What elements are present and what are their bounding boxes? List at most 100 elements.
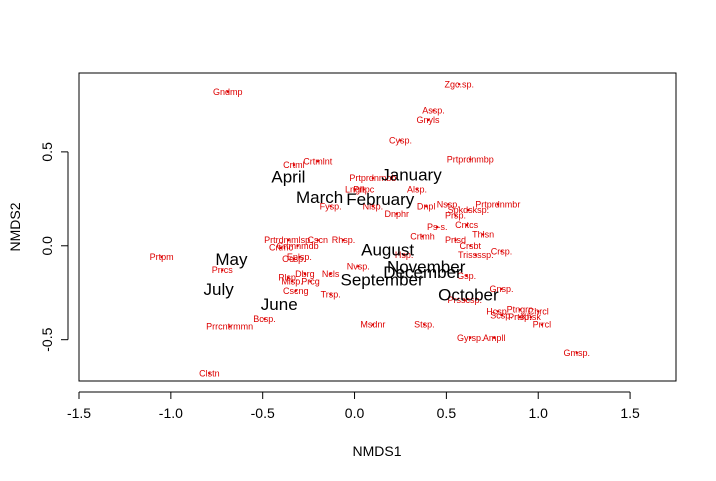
- species-label: Gndmp: [213, 87, 243, 97]
- species-label: Prrcl: [533, 320, 552, 330]
- species-point: Prsp.: [445, 211, 466, 221]
- species-point: Khsk: [521, 312, 542, 322]
- species-marker: [432, 109, 435, 112]
- species-label: Dbrg: [295, 269, 315, 279]
- species-marker: [436, 225, 439, 229]
- species-point: Mlsp.: [281, 276, 303, 286]
- species-point: Dbrg: [295, 269, 315, 279]
- species-label: Ocsp.: [282, 254, 306, 264]
- species-point: Stsp.: [414, 320, 435, 330]
- species-point: Prtprdnmbb: [349, 173, 396, 183]
- species-point: Chrcl: [528, 307, 549, 317]
- species-label: Spkdsksp.: [448, 205, 490, 215]
- species-marker: [226, 90, 229, 93]
- species-label: Crtmnmdb: [277, 241, 319, 251]
- species-marker: [279, 246, 283, 249]
- y-tick-label: 0.0: [39, 236, 55, 256]
- species-point: Prtprdnmbr: [475, 199, 520, 209]
- species-point: Ps-s.: [427, 222, 448, 232]
- species-point: Prtsp.: [508, 312, 532, 322]
- species-label: Mlsp.: [281, 276, 303, 286]
- species-marker: [402, 253, 406, 257]
- species-label: Prtpc: [353, 184, 375, 194]
- species-label: Plsp.: [278, 273, 298, 283]
- species-label: Cscng: [283, 286, 309, 296]
- month-label: January: [381, 165, 442, 184]
- species-point: Spkdsksp.: [448, 205, 490, 215]
- species-marker: [469, 244, 472, 247]
- month-label: July: [203, 280, 234, 299]
- species-point: Eplsp.: [287, 252, 312, 262]
- species-marker: [458, 83, 461, 86]
- species-label: Prsp.: [445, 211, 466, 221]
- species-label: Khsk: [521, 312, 542, 322]
- species-label: Cysp.: [389, 136, 412, 146]
- species-marker: [292, 163, 296, 167]
- species-label: Prrcs: [212, 265, 233, 275]
- month-label: October: [438, 286, 499, 305]
- species-marker: [575, 351, 579, 355]
- species-point: Msdnr: [360, 320, 385, 330]
- species-point: Prrcntrmmn: [206, 322, 253, 332]
- species-point: Crsbt: [460, 241, 482, 251]
- species-label: Gmsp.: [564, 348, 591, 358]
- species-label: Prsscsp.: [447, 295, 482, 305]
- species-label: Prtpm: [150, 252, 174, 262]
- species-label: Nvsp.: [347, 261, 370, 271]
- species-label: Chrcl: [528, 307, 549, 317]
- species-marker: [496, 310, 500, 313]
- species-label: Prtrdmmlsp.: [264, 235, 313, 245]
- species-marker: [371, 176, 375, 180]
- species-marker: [287, 276, 290, 279]
- species-point: Rhsp.: [332, 235, 356, 245]
- species-marker: [518, 315, 522, 319]
- y-axis-title: NMDS2: [7, 202, 23, 251]
- species-point: Trissssp.: [458, 250, 494, 260]
- species-point: Dnpl: [417, 201, 436, 211]
- species-point: Nssp.: [437, 199, 460, 209]
- x-tick-label: 1.0: [528, 405, 548, 421]
- species-point: Ptngrp: [507, 305, 534, 315]
- species-point: Dnphr: [385, 209, 410, 219]
- month-label: June: [261, 295, 298, 314]
- species-label: Msdnr: [360, 320, 385, 330]
- species-marker: [424, 205, 428, 208]
- species-marker: [362, 188, 365, 191]
- species-marker: [529, 315, 533, 319]
- species-label: Alsp.: [407, 184, 427, 194]
- species-label: Crtmc: [269, 243, 293, 253]
- species-label: Ptngrp: [507, 305, 534, 315]
- species-point: Ncls: [322, 269, 340, 279]
- species-marker: [309, 280, 312, 283]
- species-label: Hcsp.: [486, 307, 509, 317]
- species-marker: [316, 160, 319, 163]
- species-marker: [371, 205, 375, 208]
- species-point: Crtmnmdb: [277, 241, 319, 251]
- species-label: Ps-s.: [427, 222, 448, 232]
- species-points-layer: Zgc.sp. Gndmp Assp.Gnyls Cysp. Prtprdnmbp Crt…: [150, 79, 590, 378]
- month-labels-layer: January April March February August May Novemb…: [203, 165, 499, 314]
- species-point: Crsp.: [491, 246, 513, 256]
- species-marker: [342, 238, 345, 242]
- species-marker: [500, 287, 503, 291]
- species-label: Eplsp.: [287, 252, 312, 262]
- species-point: Crtmh: [410, 231, 435, 241]
- species-label: Crtmh: [410, 231, 435, 241]
- species-marker: [454, 214, 457, 217]
- x-axis-title: NMDS1: [352, 443, 401, 459]
- species-marker: [208, 372, 211, 375]
- species-point: Scsp.: [490, 310, 513, 320]
- x-axis: -1.5 -1.0 -0.5 0.0 0.5 1.0 1.5: [67, 391, 640, 421]
- species-marker: [298, 255, 301, 259]
- species-label: Nlsp.: [363, 201, 384, 211]
- y-tick-label: -0.5: [39, 327, 55, 351]
- species-marker: [228, 325, 231, 328]
- species-marker: [329, 205, 332, 208]
- month-label: November: [387, 257, 466, 276]
- species-point: Ampll: [483, 333, 506, 343]
- species-marker: [469, 336, 472, 340]
- species-point: Prtrdmmlsp.: [264, 235, 313, 245]
- species-label: Prtsd: [445, 235, 466, 245]
- species-label: Crtmlnt: [303, 156, 332, 166]
